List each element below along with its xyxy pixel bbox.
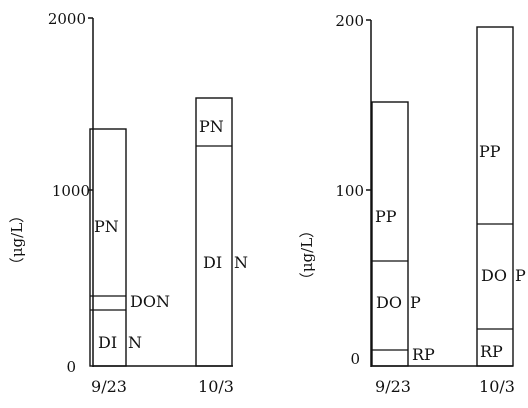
segment-label-dop: P [410, 293, 421, 312]
category-label: 10/3 [479, 377, 515, 396]
bar-10-3-outline [476, 26, 514, 367]
segment-label-pn: PN [199, 117, 224, 136]
chart-phosphorus: 200 100 0 （μg/L） PP DO P RP PP DO P RP 9… [298, 12, 526, 396]
chart-nitrogen: 2000 1000 0 （μg/L） PN DON DI N PN DI N 9… [8, 10, 248, 396]
y-tick-label: 1000 [52, 182, 90, 200]
y-tick-label: 200 [335, 12, 364, 30]
y-tick-label: 100 [335, 182, 364, 200]
category-label: 10/3 [198, 377, 234, 396]
segment-label-pn: PN [94, 217, 119, 236]
segment-label-dop: DO [481, 266, 507, 285]
segment-label-dop: DO [376, 293, 402, 312]
y-tick-label: 2000 [48, 10, 86, 28]
bar-9-23-outline [371, 101, 409, 367]
y-tick-label: 0 [66, 358, 76, 376]
segment-label-din: DI [98, 333, 117, 352]
segment-label-dop: P [515, 266, 526, 285]
segment-label-don: DON [130, 292, 170, 311]
y-axis-label: （μg/L） [8, 208, 26, 272]
segment-label-din: DI [203, 253, 222, 272]
bar-10-3-outline [195, 97, 233, 367]
segment-label-rp: RP [412, 345, 435, 364]
segment-label-pp: PP [375, 207, 397, 226]
segment-label-din: N [128, 333, 142, 352]
segment-label-rp: RP [480, 342, 503, 361]
bar-9-23-outline [89, 128, 127, 367]
segment-label-din: N [234, 253, 248, 272]
segment-label-pp: PP [479, 142, 501, 161]
category-label: 9/23 [375, 377, 411, 396]
y-axis-label: （μg/L） [298, 223, 316, 287]
category-label: 9/23 [91, 377, 127, 396]
y-tick-label: 0 [350, 350, 360, 368]
